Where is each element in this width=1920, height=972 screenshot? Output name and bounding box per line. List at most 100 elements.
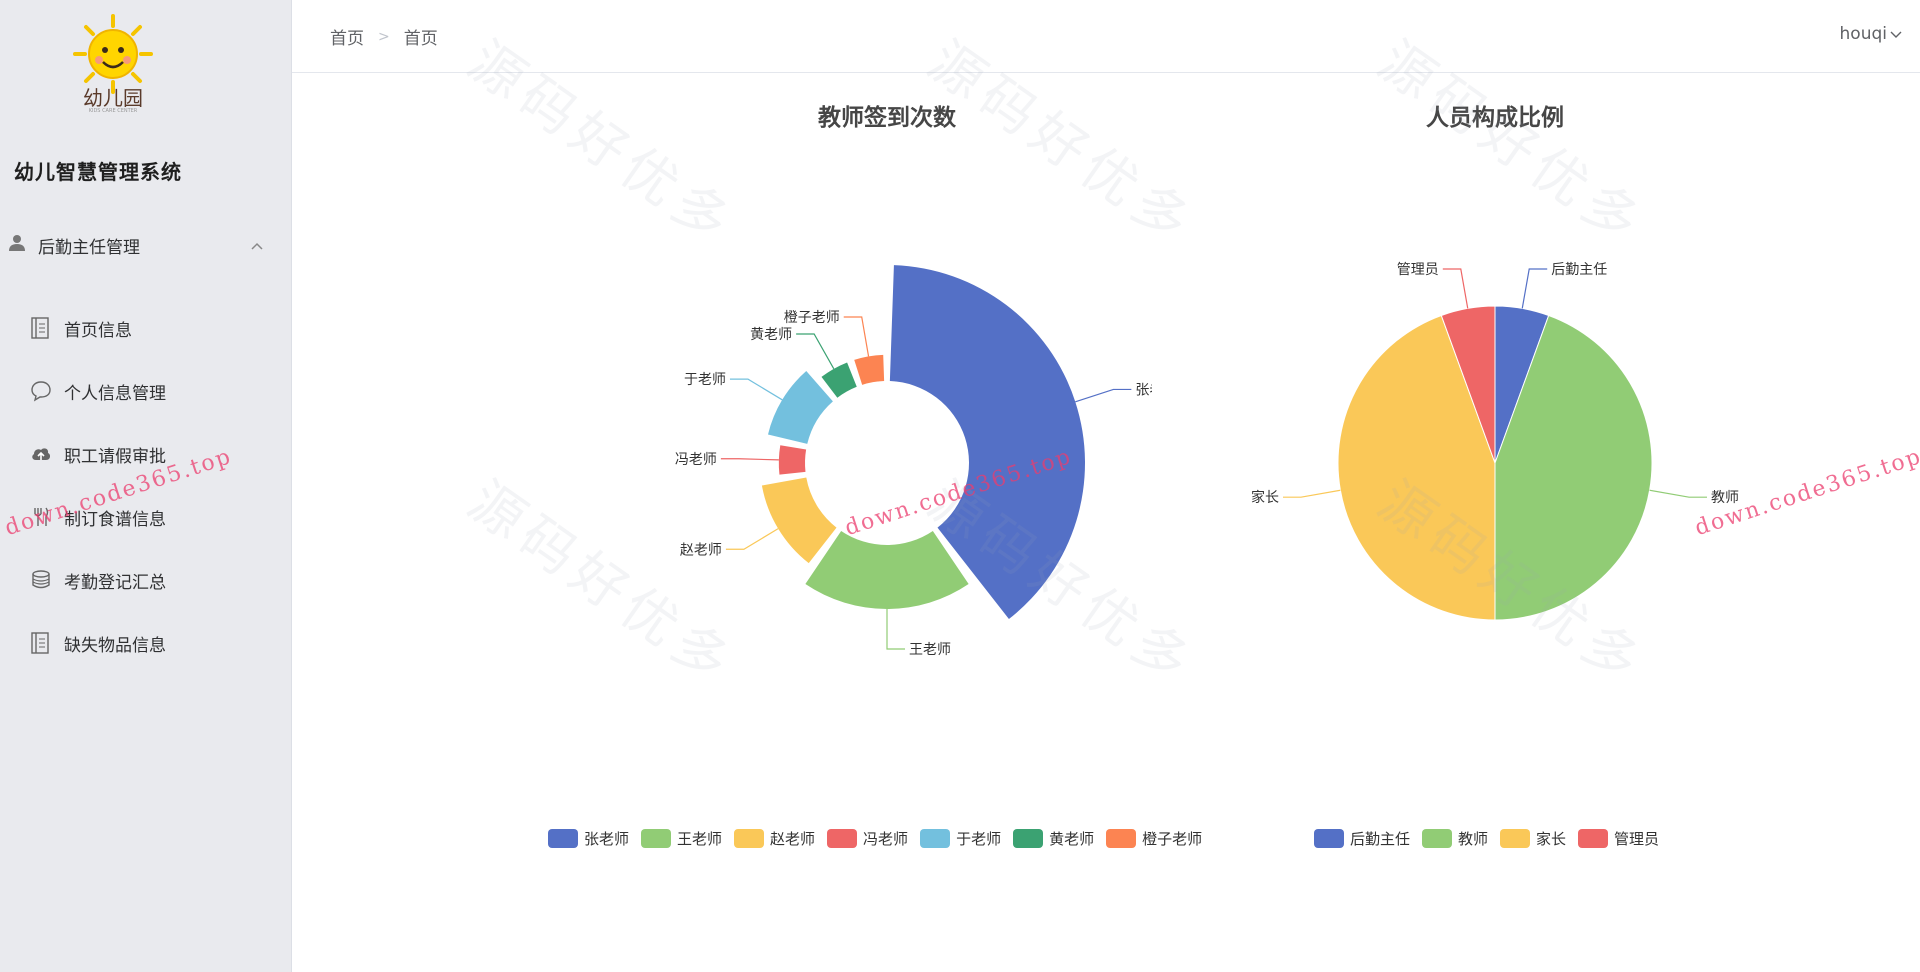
username: houqi [1839, 24, 1887, 44]
menu-group-label: 后勤主任管理 [38, 238, 140, 258]
chart-title-teacher-checkin: 教师签到次数 [818, 105, 956, 131]
slice-label: 后勤主任 [1551, 262, 1607, 278]
slice-label: 冯老师 [675, 452, 717, 468]
legend-item[interactable]: 黄老师 [1013, 828, 1094, 849]
legend-label: 橙子老师 [1142, 829, 1203, 848]
legend-label: 后勤主任 [1350, 829, 1411, 848]
label-line [1521, 268, 1548, 309]
label-line [720, 458, 779, 461]
legend-item[interactable]: 于老师 [920, 828, 1001, 849]
sidebar-item-missing-items[interactable]: 缺失物品信息 [0, 617, 292, 667]
label-line [725, 528, 779, 550]
legend-swatch [1500, 828, 1531, 848]
label-line [1075, 388, 1132, 403]
pie-slice[interactable] [854, 354, 885, 385]
legend-teacher-checkin: 张老师 王老师 赵老师 冯老师 于老师 黄老师 橙子老师 [548, 827, 1214, 849]
legend-item[interactable]: 家长 [1500, 828, 1566, 849]
sidebar-item-label: 缺失物品信息 [64, 636, 166, 656]
sidebar-item-label: 考勤登记汇总 [64, 573, 166, 593]
menu-group-logistics[interactable]: 后勤主任管理 [0, 224, 292, 264]
chevron-up-icon [250, 236, 264, 255]
sun-logo-icon [73, 14, 153, 94]
label-line [1282, 489, 1341, 498]
breadcrumb-item-current: 首页 [403, 29, 438, 49]
sidebar-item-label: 制订食谱信息 [64, 510, 166, 530]
legend-item[interactable]: 赵老师 [734, 828, 815, 849]
sidebar-item-recipe[interactable]: 制订食谱信息 [0, 491, 292, 541]
sidebar-item-attendance[interactable]: 考勤登记汇总 [0, 554, 292, 604]
sidebar-item-leave-approval[interactable]: 职工请假审批 [0, 428, 292, 478]
pie-slice[interactable] [805, 530, 969, 610]
legend-swatch [1106, 828, 1137, 848]
sidebar-item-personal-info[interactable]: 个人信息管理 [0, 365, 292, 415]
legend-label: 管理员 [1614, 829, 1660, 848]
slice-label: 赵老师 [680, 542, 722, 558]
document-icon [30, 632, 52, 654]
logo-text: 幼儿园 [83, 86, 143, 110]
pie-slice[interactable] [767, 371, 833, 444]
legend-swatch [548, 828, 578, 848]
fork-knife-icon [30, 506, 52, 528]
chevron-down-icon [1890, 24, 1902, 44]
slice-label: 于老师 [684, 372, 726, 388]
legend-staff-ratio: 后勤主任 教师 家长 管理员 [1314, 827, 1671, 849]
legend-swatch [734, 828, 765, 848]
legend-item[interactable]: 教师 [1422, 828, 1488, 849]
legend-label: 张老师 [584, 829, 630, 848]
label-line [843, 316, 870, 357]
slice-label: 教师 [1711, 490, 1739, 506]
sidebar-item-label: 首页信息 [64, 321, 132, 341]
user-dropdown[interactable]: houqi [1840, 24, 1902, 44]
cloud-upload-icon [30, 443, 52, 465]
legend-item[interactable]: 管理员 [1578, 828, 1659, 849]
legend-label: 于老师 [956, 829, 1002, 848]
user-icon [8, 234, 26, 256]
document-icon [30, 317, 52, 339]
sidebar-item-home-info[interactable]: 首页信息 [0, 302, 292, 352]
chat-bubble-icon [30, 380, 52, 402]
legend-swatch [1314, 828, 1344, 848]
legend-label: 冯老师 [863, 829, 909, 848]
breadcrumb-item-home[interactable]: 首页 [330, 29, 364, 49]
legend-swatch [1422, 828, 1453, 848]
legend-swatch [1578, 828, 1609, 848]
slice-label: 黄老师 [750, 326, 792, 343]
sidebar-item-label: 职工请假审批 [64, 447, 166, 467]
label-line [796, 333, 835, 370]
slice-label: 管理员 [1397, 262, 1439, 278]
legend-swatch [920, 828, 951, 848]
slice-label: 王老师 [909, 642, 951, 658]
pie-slice[interactable] [778, 445, 807, 475]
sidebar: 幼儿园 KIDS CARE CENTER 幼儿智慧管理系统 后勤主任管理 首页信… [0, 0, 292, 972]
legend-item[interactable]: 张老师 [548, 828, 629, 849]
label-line [1649, 489, 1708, 498]
legend-label: 教师 [1458, 829, 1489, 848]
legend-label: 家长 [1536, 829, 1567, 848]
pie-slice[interactable] [821, 362, 857, 398]
logo-subtext: KIDS CARE CENTER [88, 108, 138, 114]
legend-swatch [641, 828, 672, 848]
legend-item[interactable]: 王老师 [641, 828, 722, 849]
pie-slice[interactable] [761, 477, 837, 564]
legend-item[interactable]: 橙子老师 [1106, 828, 1202, 849]
legend-item[interactable]: 冯老师 [827, 828, 908, 849]
system-title: 幼儿智慧管理系统 [14, 160, 182, 184]
coins-icon [30, 569, 52, 591]
legend-item[interactable]: 后勤主任 [1314, 828, 1410, 849]
top-header: 首页 > 首页 houqi [292, 0, 1920, 73]
logo: 幼儿园 KIDS CARE CENTER [63, 12, 163, 117]
legend-swatch [1013, 828, 1044, 848]
slice-label: 橙子老师 [784, 310, 840, 326]
breadcrumb: 首页 > 首页 [330, 24, 438, 50]
chevron-right-icon: > [378, 28, 390, 45]
label-line [886, 609, 905, 650]
legend-label: 赵老师 [770, 829, 816, 848]
pie-slice[interactable] [889, 265, 1085, 620]
sidebar-item-label: 个人信息管理 [64, 384, 166, 404]
slice-label: 家长 [1251, 489, 1279, 506]
legend-label: 王老师 [677, 829, 723, 848]
label-line [1442, 268, 1469, 309]
legend-swatch [827, 828, 858, 848]
